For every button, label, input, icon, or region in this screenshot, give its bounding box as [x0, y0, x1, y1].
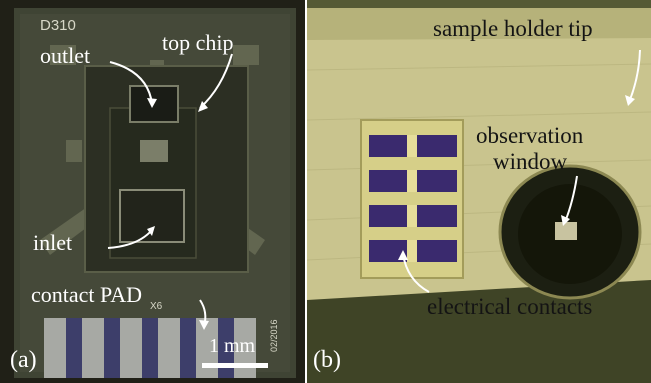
arrow-outlet [109, 61, 153, 105]
panel-a-letter: (a) [10, 347, 37, 373]
scale-bar-line [202, 363, 268, 368]
chip-photo-graphic [14, 8, 296, 378]
chip-id-label: D310 [40, 17, 76, 34]
panel-b-letter: (b) [313, 347, 341, 373]
electrical-contacts-label: electrical contacts [427, 294, 593, 319]
panel-b-holder-photo: sample holder tip observation window ele… [307, 0, 651, 383]
top-chip-label: top chip [162, 30, 234, 55]
scale-bar-label: 1 mm [209, 335, 256, 357]
x6-mark: X6 [150, 301, 163, 312]
contact-pads [44, 318, 256, 378]
center-pad [140, 140, 168, 162]
window-chip [555, 222, 577, 240]
contact-pad-label: contact PAD [31, 282, 143, 307]
observation-label-line1: observation [476, 123, 584, 148]
holder-photo-graphic [307, 8, 651, 383]
observation-label-line2: window [493, 149, 568, 174]
inlet-label: inlet [33, 230, 73, 255]
outlet-label: outlet [40, 43, 91, 68]
arrow-inlet [107, 229, 153, 249]
date-code-mark: 02/2016 [269, 319, 279, 352]
holder-tip-label: sample holder tip [433, 16, 593, 41]
panel-a-chip-photo: D310 outlet top chip inlet contact PAD X… [0, 0, 305, 383]
